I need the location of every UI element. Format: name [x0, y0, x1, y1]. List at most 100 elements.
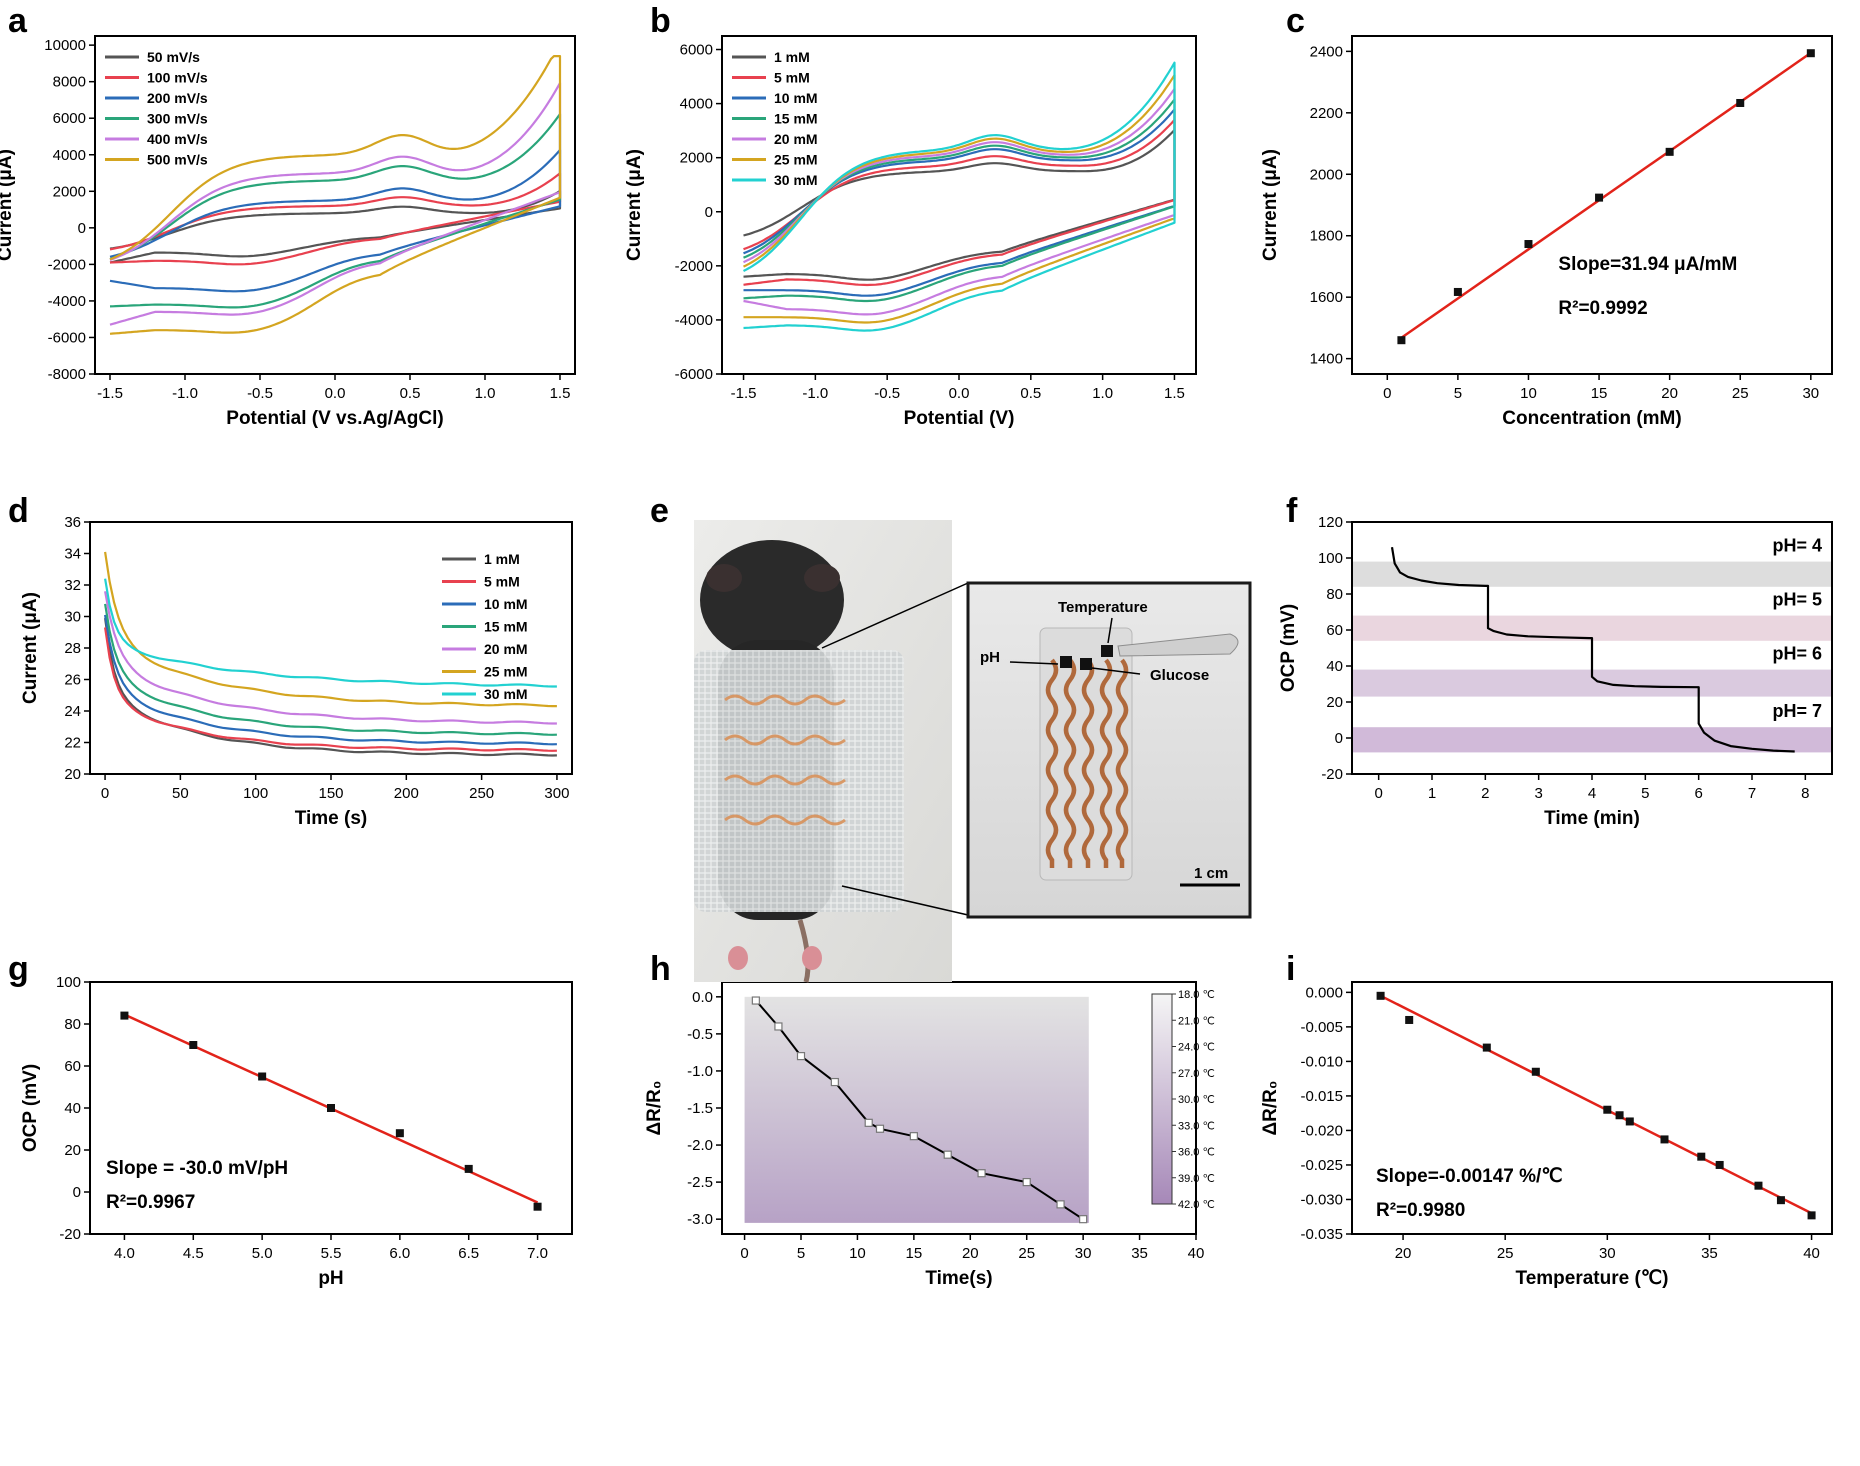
x-axis-label-h: Time(s) [925, 1268, 992, 1289]
ph-sensor-pad [1060, 656, 1072, 668]
y-tick-label-a: 4000 [53, 147, 86, 164]
y-tick-label-d: 36 [64, 514, 81, 531]
legend-label-a: 50 mV/s [147, 49, 200, 65]
chart-f-ocp-time: pH= 4 pH= 5 pH= 6 pH= 7 0 1 2 3 4 5 6 7 8 -20 0 20 40 60 8… [1278, 514, 1833, 829]
y-tick-label-h: -1.5 [687, 1100, 713, 1117]
y-tick-label-i: -0.020 [1300, 1122, 1343, 1139]
x-tick-label-b: 1.0 [1092, 385, 1113, 402]
y-tick-label-a: 8000 [53, 74, 86, 91]
data-point-i [1697, 1152, 1706, 1161]
x-tick-label-h: 0 [740, 1245, 748, 1262]
y-tick-label-b: -2000 [675, 258, 713, 275]
y-tick-label-b: -4000 [675, 312, 713, 329]
tweezers [1117, 633, 1239, 657]
y-axis-label-f: OCP (mV) [1278, 604, 1299, 692]
y-tick-label-b: -6000 [675, 366, 713, 383]
data-point-h [864, 1118, 873, 1127]
y-axis-label-c: Current (μA) [1260, 149, 1281, 261]
y-tick-label-g: 40 [64, 1100, 81, 1117]
y-tick-label-b: 0 [705, 204, 713, 221]
data-point-c [1665, 147, 1674, 156]
data-point-c [1595, 193, 1604, 202]
y-tick-label-h: -1.0 [687, 1063, 713, 1080]
scale-bar-label: 1 cm [1194, 865, 1228, 882]
annotation-g: R²=0.9967 [106, 1192, 195, 1213]
y-axis-label-i: ΔR/R₀ [1260, 1081, 1281, 1136]
y-tick-label-f: 100 [1318, 550, 1343, 567]
legend-label-a: 500 mV/s [147, 152, 208, 168]
legend-label-d: 25 mM [484, 664, 528, 680]
y-tick-label-f: 0 [1335, 730, 1343, 747]
data-point-i [1482, 1043, 1491, 1052]
y-tick-label-d: 22 [64, 735, 81, 752]
series-line-b [742, 61, 1176, 332]
y-tick-label-c: 1800 [1310, 228, 1343, 245]
plot-frame-c [1351, 35, 1833, 375]
data-point-c [1524, 240, 1533, 249]
fit-line-c [1400, 51, 1812, 339]
data-point-g [533, 1202, 542, 1211]
annotation-c: Slope=31.94 μA/mM [1558, 254, 1737, 275]
chart-a-cv-scan-rates: -1.5 -1.0 -0.5 0.0 0.5 1.0 1.5 -8000 -6000 -4000 -… [0, 35, 576, 429]
y-tick-label-d: 28 [64, 640, 81, 657]
serpentine-traces [1045, 658, 1129, 868]
panel-label-e: e [650, 492, 669, 530]
y-tick-label-g: 100 [56, 974, 81, 991]
chart-g-ph-calibration: 4.0 4.5 5.0 5.5 6.0 6.5 7.0 -20 0 20 40 60 80 100 pH OC… [20, 974, 573, 1289]
ph-band [1352, 615, 1832, 641]
data-point-h [830, 1077, 839, 1087]
y-tick-label-i: -0.035 [1300, 1226, 1343, 1243]
y-tick-label-c: 1600 [1310, 289, 1343, 306]
annotation-i: R²=0.9980 [1376, 1200, 1465, 1221]
y-tick-label-a: 0 [78, 220, 86, 237]
y-tick-label-d: 30 [64, 609, 81, 626]
legend-label-b: 5 mM [774, 70, 810, 86]
y-tick-label-c: 2200 [1310, 105, 1343, 122]
y-tick-label-g: 80 [64, 1016, 81, 1033]
data-point-i [1531, 1067, 1540, 1076]
data-point-h [909, 1132, 918, 1141]
y-tick-label-i: -0.010 [1300, 1053, 1343, 1070]
x-tick-label-f: 4 [1588, 785, 1596, 802]
y-axis-label-g: OCP (mV) [20, 1064, 41, 1152]
colorbar-label: 24.0 ℃ [1178, 1042, 1215, 1054]
legend-label-d: 30 mM [484, 686, 528, 702]
panel-label-a: a [8, 2, 28, 40]
resistance-line [755, 999, 1084, 1221]
x-tick-label-a: 0.0 [325, 385, 346, 402]
y-tick-label-g: 20 [64, 1142, 81, 1159]
x-tick-label-g: 6.0 [389, 1245, 410, 1262]
y-tick-label-f: 40 [1326, 658, 1343, 675]
data-point-i [1625, 1117, 1634, 1126]
x-tick-label-f: 8 [1801, 785, 1809, 802]
x-tick-label-a: 1.0 [475, 385, 496, 402]
data-point-i [1807, 1211, 1816, 1220]
data-point-h [1079, 1215, 1088, 1224]
x-axis-label-f: Time (min) [1544, 808, 1640, 829]
x-tick-label-b: 0.0 [949, 385, 970, 402]
x-tick-label-d: 300 [544, 785, 569, 802]
y-tick-label-d: 24 [64, 703, 81, 720]
temperature-sensor-pad [1101, 645, 1113, 657]
colorbar-label: 21.0 ℃ [1178, 1015, 1215, 1027]
data-point-i [1776, 1196, 1785, 1205]
y-tick-label-h: 0.0 [692, 989, 713, 1006]
x-tick-label-b: 1.5 [1164, 385, 1185, 402]
data-point-i [1754, 1181, 1763, 1190]
x-tick-label-h: 30 [1075, 1245, 1092, 1262]
data-point-h [796, 1052, 806, 1061]
x-tick-label-a: -1.0 [172, 385, 198, 402]
x-tick-label-d: 250 [469, 785, 494, 802]
x-tick-label-h: 40 [1188, 1245, 1205, 1262]
y-axis-label-b: Current (μA) [624, 149, 645, 261]
fit-line-i [1380, 994, 1813, 1215]
y-tick-label-i: -0.025 [1300, 1157, 1343, 1174]
legend-label-b: 15 mM [774, 111, 818, 127]
panel-label-i: i [1286, 950, 1295, 988]
series-line-d [104, 551, 557, 708]
y-tick-label-a: -2000 [48, 256, 86, 273]
legend-label-b: 10 mM [774, 90, 818, 106]
x-tick-label-d: 0 [101, 785, 109, 802]
data-point-c [1397, 336, 1406, 345]
